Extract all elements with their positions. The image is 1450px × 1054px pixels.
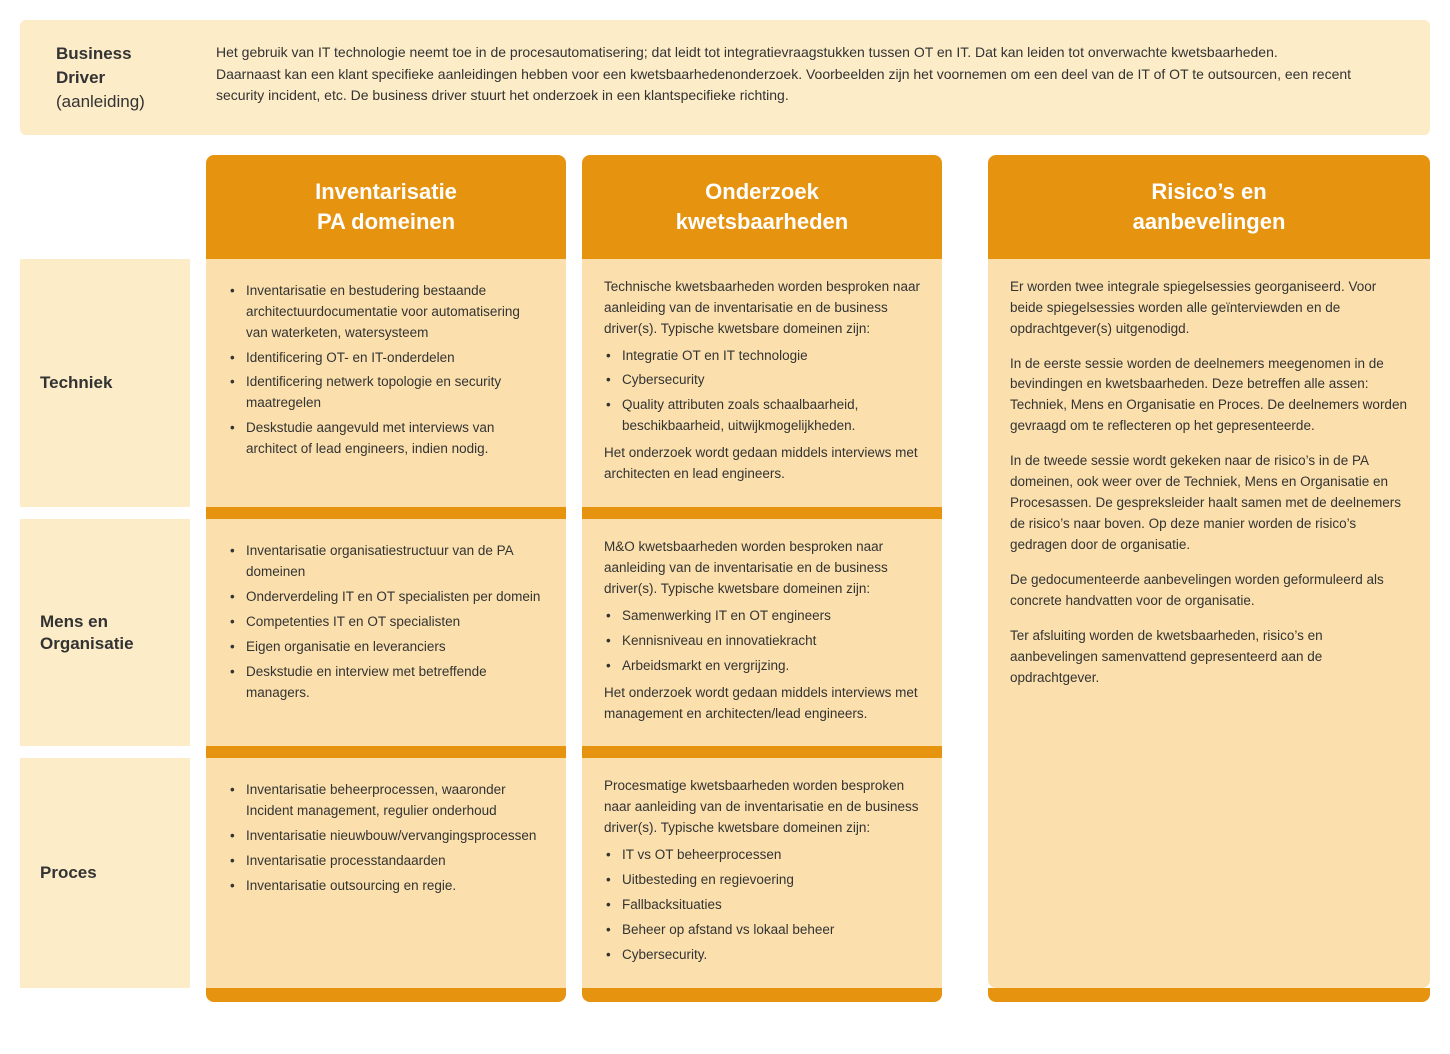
- business-driver-title-main: Business Driver: [56, 42, 176, 90]
- footer-col1: [206, 988, 566, 1002]
- paragraph: In de tweede sessie wordt gekeken naar d…: [1010, 451, 1408, 556]
- list-item: Deskstudie en interview met betreffende …: [228, 662, 544, 704]
- list-item: IT vs OT beheerprocessen: [604, 845, 920, 866]
- list-item: Arbeidsmarkt en vergrijzing.: [604, 656, 920, 677]
- paragraph: In de eerste sessie worden de deelnemers…: [1010, 354, 1408, 438]
- gap-col-proces: [958, 758, 972, 987]
- mens-col2-outro: Het onderzoek wordt gedaan middels inter…: [604, 683, 920, 725]
- business-driver-title: Business Driver (aanleiding): [56, 42, 176, 113]
- header-spacer: [20, 155, 190, 258]
- cell-mens-inventarisatie: Inventarisatie organisatiestructuur van …: [206, 519, 566, 746]
- mens-col2-intro: M&O kwetsbaarheden worden besproken naar…: [604, 537, 920, 600]
- sep1-col2: [582, 507, 942, 519]
- proces-col1-list: Inventarisatie beheerprocessen, waaronde…: [228, 780, 544, 897]
- list-item: Competenties IT en OT specialisten: [228, 612, 544, 633]
- list-item: Fallbacksituaties: [604, 895, 920, 916]
- gap-col-sep2: [958, 746, 972, 758]
- paragraph: De gedocumenteerde aanbevelingen worden …: [1010, 570, 1408, 612]
- paragraph: Ter afsluiting worden de kwetsbaarheden,…: [1010, 626, 1408, 689]
- list-item: Deskstudie aangevuld met interviews van …: [228, 418, 544, 460]
- list-item: Inventarisatie processtandaarden: [228, 851, 544, 872]
- cell-techniek-onderzoek: Technische kwetsbaarheden worden besprok…: [582, 259, 942, 507]
- list-item: Integratie OT en IT technologie: [604, 346, 920, 367]
- mens-col1-list: Inventarisatie organisatiestructuur van …: [228, 541, 544, 703]
- list-item: Cybersecurity.: [604, 945, 920, 966]
- list-item: Quality attributen zoals schaalbaarheid,…: [604, 395, 920, 437]
- techniek-col2-outro: Het onderzoek wordt gedaan middels inter…: [604, 443, 920, 485]
- mens-col2-list: Samenwerking IT en OT engineers Kennisniv…: [604, 606, 920, 677]
- cell-proces-inventarisatie: Inventarisatie beheerprocessen, waaronde…: [206, 758, 566, 987]
- sep1-col1: [206, 507, 566, 519]
- cell-mens-onderzoek: M&O kwetsbaarheden worden besproken naar…: [582, 519, 942, 746]
- footer-col3: [988, 988, 1430, 1002]
- cell-proces-onderzoek: Procesmatige kwetsbaarheden worden bespr…: [582, 758, 942, 987]
- matrix-grid: Inventarisatie PA domeinen Onderzoek kwe…: [20, 155, 1430, 1001]
- list-item: Inventarisatie organisatiestructuur van …: [228, 541, 544, 583]
- list-item: Uitbesteding en regievoering: [604, 870, 920, 891]
- footer-spacer: [20, 988, 190, 1002]
- list-item: Identificering netwerk topologie en secu…: [228, 372, 544, 414]
- list-item: Onderverdeling IT en OT specialisten per…: [228, 587, 544, 608]
- sep2-spacer: [20, 746, 190, 758]
- list-item: Eigen organisatie en leveranciers: [228, 637, 544, 658]
- list-item: Inventarisatie beheerprocessen, waaronde…: [228, 780, 544, 822]
- list-item: Samenwerking IT en OT engineers: [604, 606, 920, 627]
- col-header-inventarisatie: Inventarisatie PA domeinen: [206, 155, 566, 258]
- row-label-proces: Proces: [20, 758, 190, 987]
- techniek-col2-intro: Technische kwetsbaarheden worden besprok…: [604, 277, 920, 340]
- proces-col2-intro: Procesmatige kwetsbaarheden worden bespr…: [604, 776, 920, 839]
- cell-risico: Er worden twee integrale spiegelsessies …: [988, 259, 1430, 988]
- business-driver-title-sub: (aanleiding): [56, 90, 176, 114]
- gap-col-header: [958, 155, 972, 258]
- gap-col-footer: [958, 988, 972, 1002]
- gap-col-sep1: [958, 507, 972, 519]
- techniek-col1-list: Inventarisatie en bestudering bestaande …: [228, 281, 544, 460]
- list-item: Identificering OT- en IT-onderdelen: [228, 348, 544, 369]
- footer-col2: [582, 988, 942, 1002]
- row-label-mens: Mens en Organisatie: [20, 519, 190, 746]
- business-driver-body: Het gebruik van IT technologie neemt toe…: [216, 42, 1394, 113]
- list-item: Inventarisatie nieuwbouw/vervangingsproc…: [228, 826, 544, 847]
- col-header-risico: Risico’s en aanbevelingen: [988, 155, 1430, 258]
- list-item: Cybersecurity: [604, 370, 920, 391]
- risico-paragraphs: Er worden twee integrale spiegelsessies …: [1010, 277, 1408, 689]
- list-item: Kennisniveau en innovatiekracht: [604, 631, 920, 652]
- gap-col-techniek: [958, 259, 972, 507]
- col-header-onderzoek: Onderzoek kwetsbaarheden: [582, 155, 942, 258]
- gap-col-mens: [958, 519, 972, 746]
- proces-col2-list: IT vs OT beheerprocessen Uitbesteding en …: [604, 845, 920, 966]
- techniek-col2-list: Integratie OT en IT technologie Cybersecu…: [604, 346, 920, 438]
- cell-techniek-inventarisatie: Inventarisatie en bestudering bestaande …: [206, 259, 566, 507]
- business-driver-banner: Business Driver (aanleiding) Het gebruik…: [20, 20, 1430, 135]
- sep2-col1: [206, 746, 566, 758]
- sep2-col2: [582, 746, 942, 758]
- paragraph: Er worden twee integrale spiegelsessies …: [1010, 277, 1408, 340]
- list-item: Beheer op afstand vs lokaal beheer: [604, 920, 920, 941]
- list-item: Inventarisatie outsourcing en regie.: [228, 876, 544, 897]
- sep1-spacer: [20, 507, 190, 519]
- list-item: Inventarisatie en bestudering bestaande …: [228, 281, 544, 344]
- row-label-techniek: Techniek: [20, 259, 190, 507]
